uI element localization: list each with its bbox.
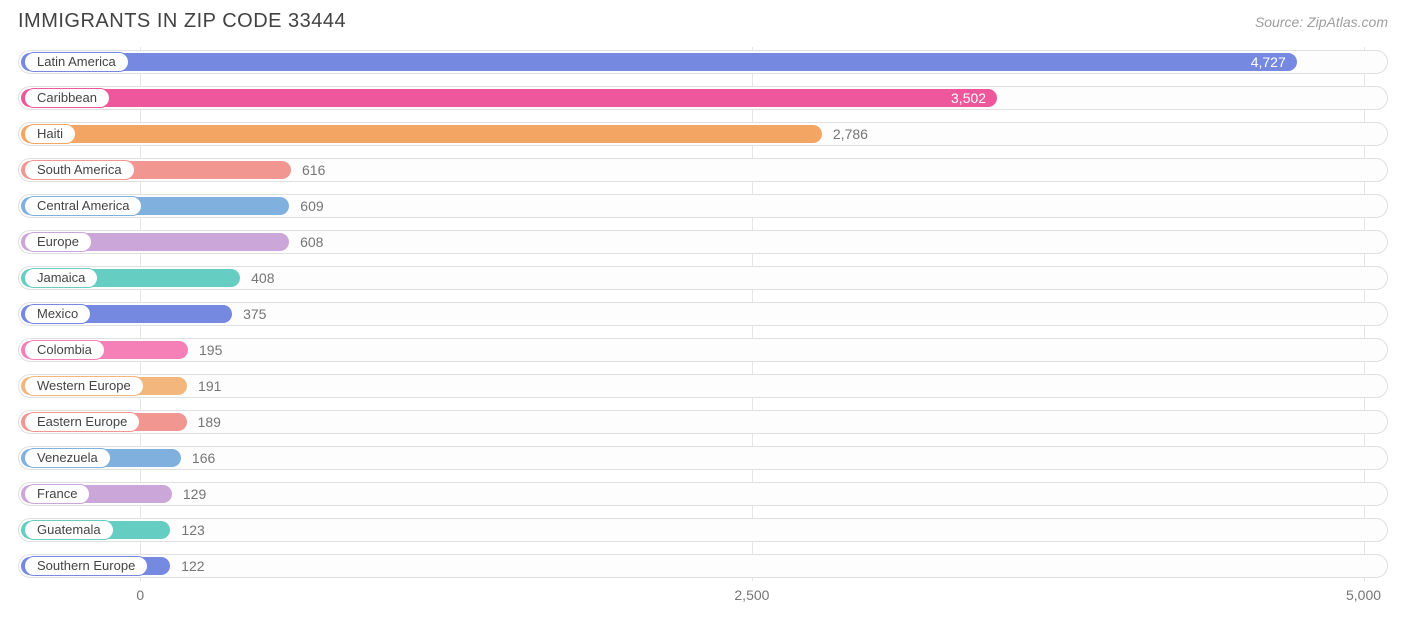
- chart-source: Source: ZipAtlas.com: [1255, 14, 1388, 30]
- bar-label-pill: Latin America: [24, 52, 129, 72]
- chart-title: IMMIGRANTS IN ZIP CODE 33444: [18, 10, 346, 33]
- bar-row: Western Europe 191: [18, 371, 1388, 401]
- bar-row: Eastern Europe 189: [18, 407, 1388, 437]
- chart-area: Latin America 4,727 Caribbean 3,502 Haiti 2,7…: [18, 47, 1388, 617]
- bar-value: 408: [251, 263, 274, 293]
- bar-label-pill: South America: [24, 160, 135, 180]
- x-axis: 02,5005,000: [18, 587, 1388, 617]
- bar-label-pill: Colombia: [24, 340, 105, 360]
- bar-value: 189: [198, 407, 221, 437]
- bar-value: 195: [199, 335, 222, 365]
- bar-value: 4,727: [1251, 47, 1286, 77]
- bar-value: 375: [243, 299, 266, 329]
- bar-value: 191: [198, 371, 221, 401]
- bar-value: 166: [192, 443, 215, 473]
- bar-value: 3,502: [951, 83, 986, 113]
- bar-track: [18, 554, 1388, 578]
- chart-header: IMMIGRANTS IN ZIP CODE 33444 Source: Zip…: [18, 10, 1388, 33]
- chart-rows: Latin America 4,727 Caribbean 3,502 Haiti 2,7…: [18, 47, 1388, 581]
- bar-label-pill: Guatemala: [24, 520, 114, 540]
- bar-label-pill: Mexico: [24, 304, 91, 324]
- bar-label-pill: Eastern Europe: [24, 412, 140, 432]
- bar-label-pill: Central America: [24, 196, 142, 216]
- bar-fill: [21, 125, 822, 143]
- bar-track: [18, 518, 1388, 542]
- bar-value: 129: [183, 479, 206, 509]
- bar-row: Caribbean 3,502: [18, 83, 1388, 113]
- bar-row: Latin America 4,727: [18, 47, 1388, 77]
- bar-fill: [21, 89, 997, 107]
- bar-value: 2,786: [833, 119, 868, 149]
- bar-row: Southern Europe 122: [18, 551, 1388, 581]
- bar-fill: [21, 53, 1297, 71]
- bar-row: Haiti 2,786: [18, 119, 1388, 149]
- bar-value: 123: [181, 515, 204, 545]
- bar-label-pill: Western Europe: [24, 376, 144, 396]
- bar-row: Europe 608: [18, 227, 1388, 257]
- bar-row: France 129: [18, 479, 1388, 509]
- bar-label-pill: Haiti: [24, 124, 76, 144]
- bar-label-pill: Jamaica: [24, 268, 98, 288]
- bar-track: [18, 446, 1388, 470]
- bar-track: [18, 374, 1388, 398]
- bar-row: Guatemala 123: [18, 515, 1388, 545]
- bar-row: Jamaica 408: [18, 263, 1388, 293]
- bar-value: 608: [300, 227, 323, 257]
- bar-row: Central America 609: [18, 191, 1388, 221]
- bar-label-pill: Europe: [24, 232, 92, 252]
- bar-track: [18, 482, 1388, 506]
- bar-row: South America 616: [18, 155, 1388, 185]
- bar-track: [18, 338, 1388, 362]
- bar-label-pill: Caribbean: [24, 88, 110, 108]
- bar-row: Colombia 195: [18, 335, 1388, 365]
- bar-track: [18, 410, 1388, 434]
- bar-label-pill: Southern Europe: [24, 556, 148, 576]
- bar-value: 616: [302, 155, 325, 185]
- bar-row: Venezuela 166: [18, 443, 1388, 473]
- bar-label-pill: France: [24, 484, 90, 504]
- bar-value: 122: [181, 551, 204, 581]
- x-axis-tick: 2,500: [722, 587, 782, 603]
- bar-value: 609: [300, 191, 323, 221]
- bar-row: Mexico 375: [18, 299, 1388, 329]
- x-axis-tick: 0: [110, 587, 170, 603]
- x-axis-tick: 5,000: [1334, 587, 1394, 603]
- bar-label-pill: Venezuela: [24, 448, 111, 468]
